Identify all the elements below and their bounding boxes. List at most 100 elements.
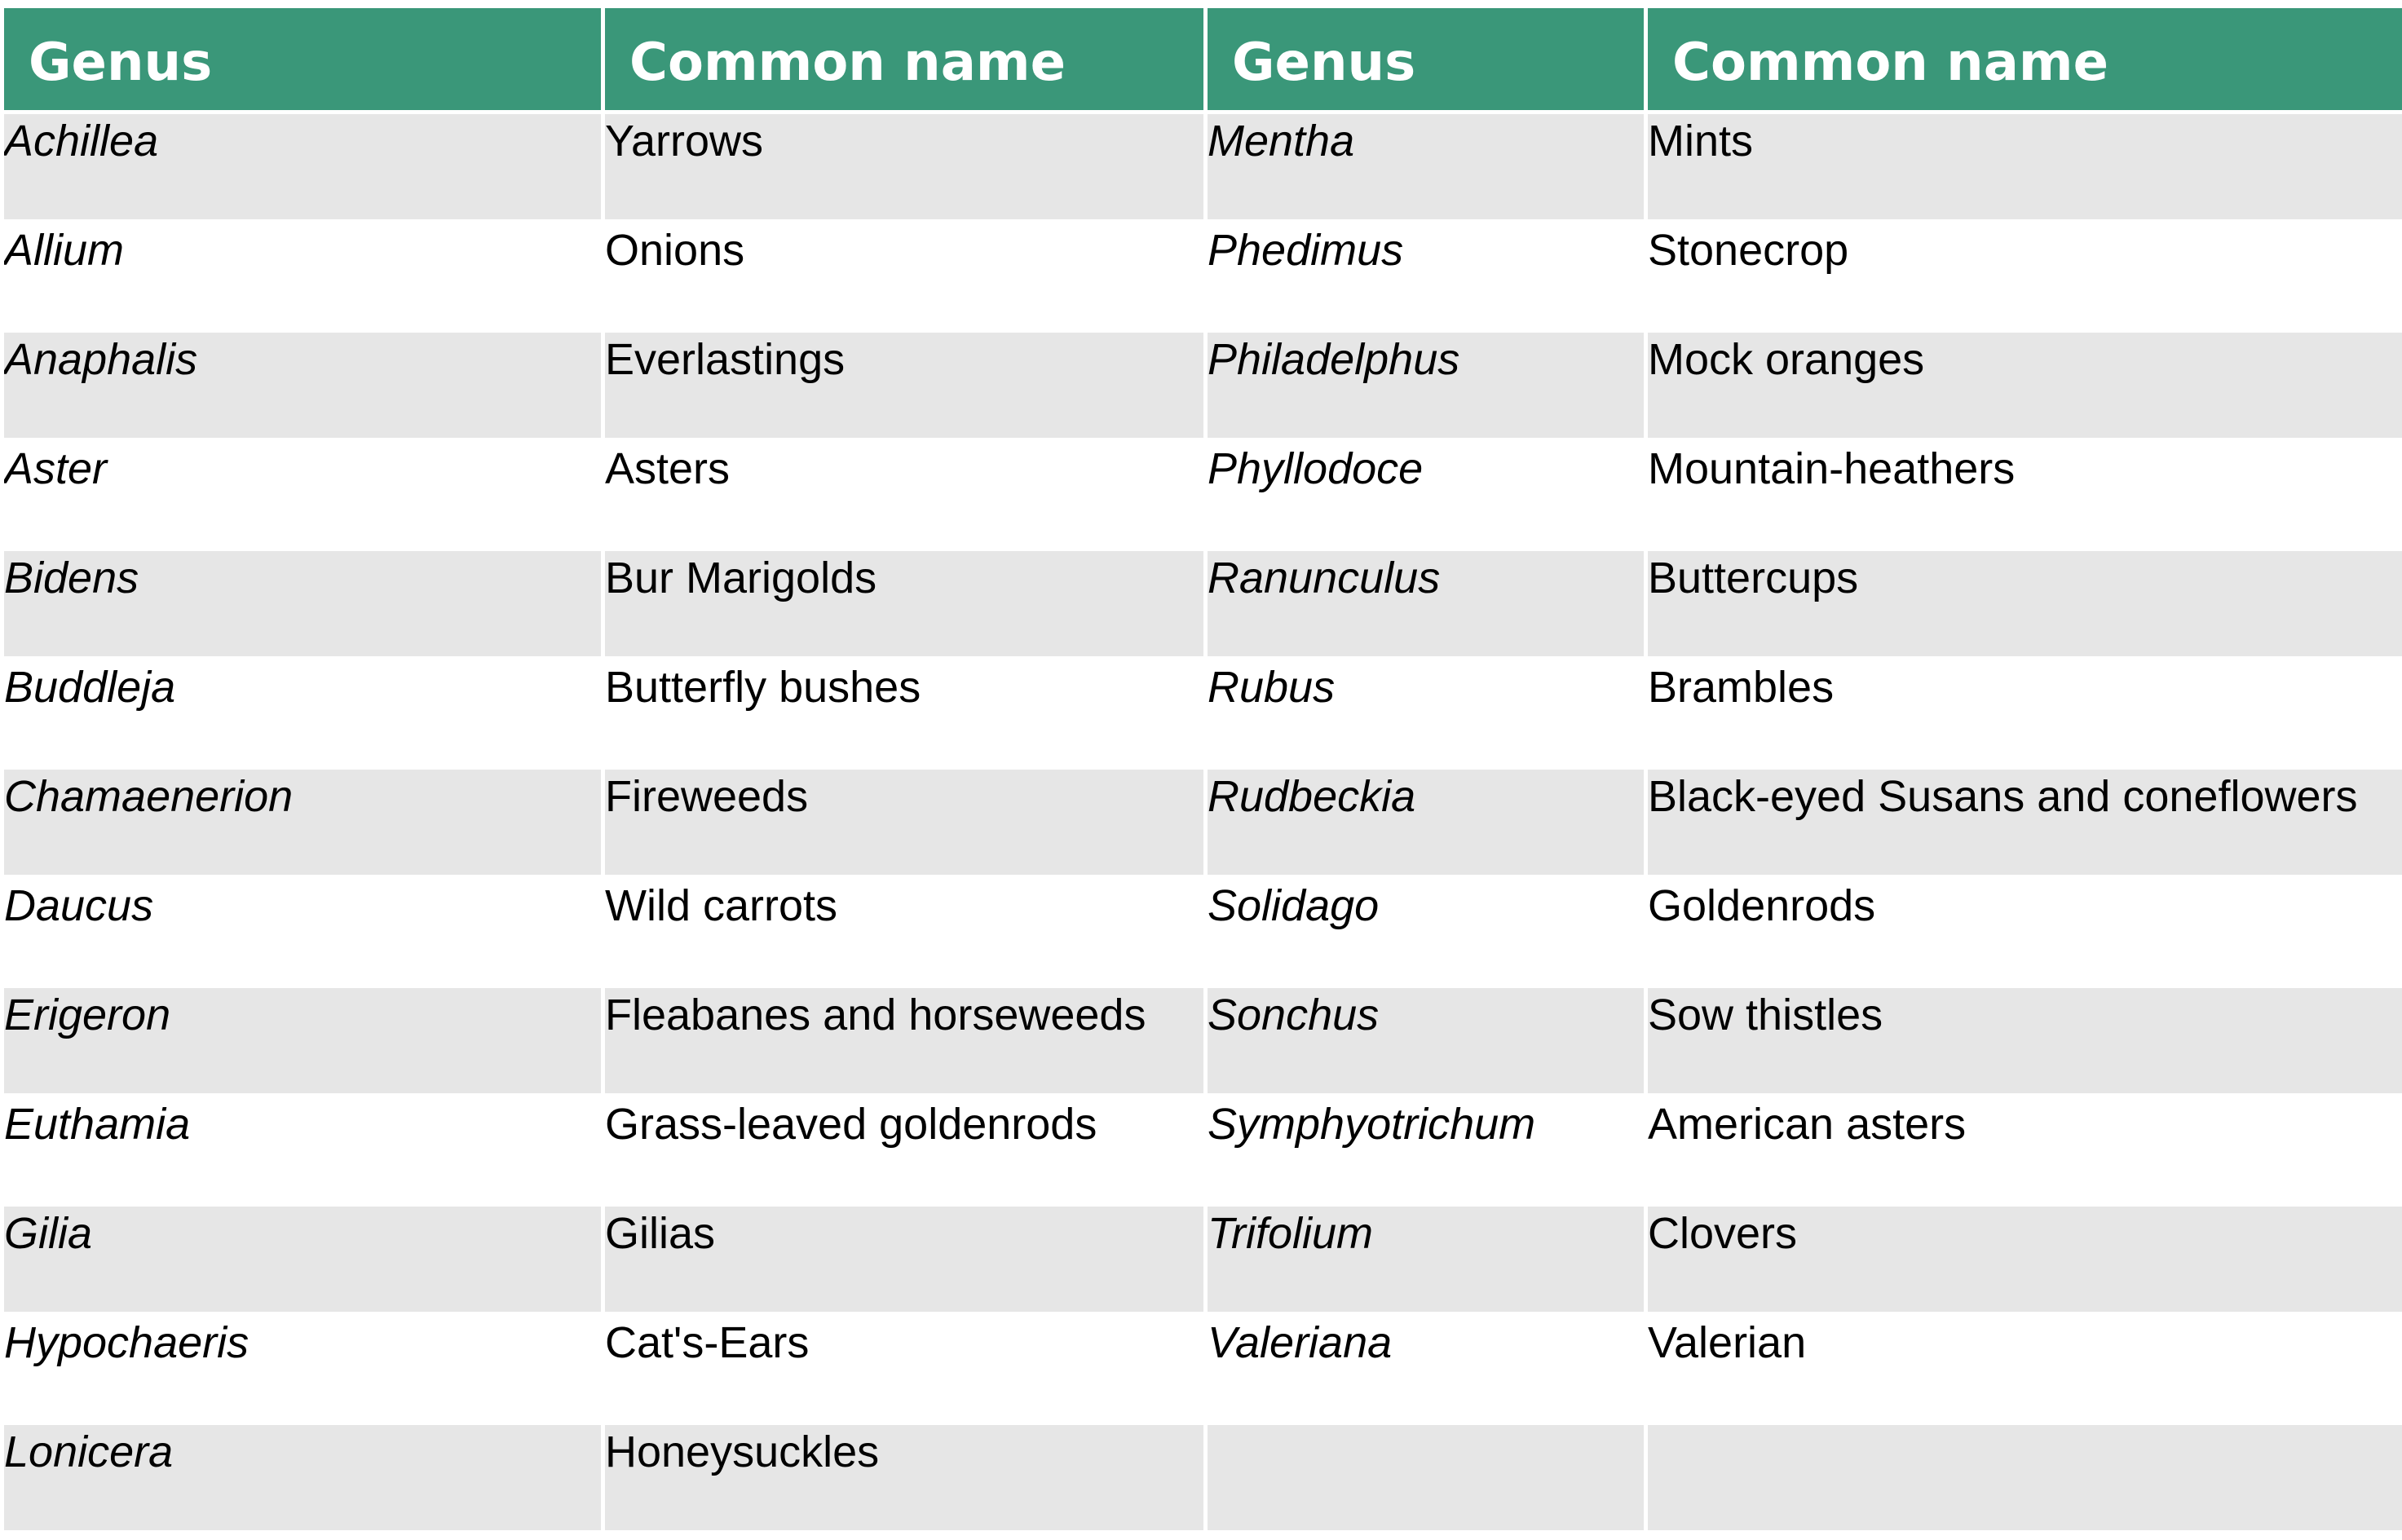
table-cell: Allium xyxy=(0,223,601,333)
common-name-cell: Clovers xyxy=(1648,1209,1798,1258)
table-cell: Wild carrots xyxy=(601,879,1203,988)
table-cell: Brambles xyxy=(1644,660,2402,770)
table-cell: Sow thistles xyxy=(1644,988,2402,1097)
table-cell: Onions xyxy=(601,223,1203,333)
table-cell: Buttercups xyxy=(1644,551,2402,660)
table-cell: Grass-leaved goldenrods xyxy=(601,1097,1203,1207)
common-name-cell: Bur Marigolds xyxy=(605,554,877,602)
header-label: Common name xyxy=(629,33,1066,93)
table-cell: Rudbeckia xyxy=(1203,770,1644,879)
genus-cell: Rubus xyxy=(1208,663,1336,712)
table-cell: Butterfly bushes xyxy=(601,660,1203,770)
genus-cell: Chamaenerion xyxy=(4,772,294,821)
common-name-cell: Black-eyed Susans and coneflowers xyxy=(1648,772,2358,821)
common-name-cell: Grass-leaved goldenrods xyxy=(605,1100,1097,1149)
table-cell: Black-eyed Susans and coneflowers xyxy=(1644,770,2402,879)
genus-cell: Daucus xyxy=(4,881,154,930)
genus-cell: Anaphalis xyxy=(4,335,198,384)
common-name-cell: American asters xyxy=(1648,1100,1967,1149)
table-cell: Achillea xyxy=(0,114,601,223)
table-cell: Mentha xyxy=(1203,114,1644,223)
genus-cell: Solidago xyxy=(1208,881,1380,930)
header-label: Genus xyxy=(1232,33,1416,93)
genus-cell: Phyllodoce xyxy=(1208,444,1424,493)
common-name-cell: Yarrows xyxy=(605,117,764,165)
genus-cell: Rudbeckia xyxy=(1208,772,1416,821)
table-cell: Phyllodoce xyxy=(1203,442,1644,551)
common-name-cell: Gilias xyxy=(605,1209,716,1258)
table-cell: Anaphalis xyxy=(0,333,601,442)
table-cell: Euthamia xyxy=(0,1097,601,1207)
table-cell: Erigeron xyxy=(0,988,601,1097)
genus-cell: Gilia xyxy=(4,1209,93,1258)
genus-cell: Achillea xyxy=(4,117,159,165)
table-cell: Phedimus xyxy=(1203,223,1644,333)
common-name-cell: Fireweeds xyxy=(605,772,809,821)
common-name-cell: Stonecrop xyxy=(1648,226,1849,275)
table-cell: Stonecrop xyxy=(1644,223,2402,333)
common-name-cell: Sow thistles xyxy=(1648,991,1883,1039)
table-cell: Philadelphus xyxy=(1203,333,1644,442)
table-cell: Everlastings xyxy=(601,333,1203,442)
table-cell: Mints xyxy=(1644,114,2402,223)
genus-cell: Aster xyxy=(4,444,108,493)
table-cell: Gilias xyxy=(601,1207,1203,1316)
genus-cell: Bidens xyxy=(4,554,139,602)
genus-cell: Philadelphus xyxy=(1208,335,1460,384)
table-cell: Gilia xyxy=(0,1207,601,1316)
common-name-cell: Mints xyxy=(1648,117,1754,165)
table-cell: Honeysuckles xyxy=(601,1425,1203,1534)
table-cell: Trifolium xyxy=(1203,1207,1644,1316)
table-cell: Bidens xyxy=(0,551,601,660)
common-name-cell: Fleabanes and horseweeds xyxy=(605,991,1146,1039)
table-cell: Valeriana xyxy=(1203,1316,1644,1425)
genus-cell: Euthamia xyxy=(4,1100,191,1149)
common-name-cell: Asters xyxy=(605,444,731,493)
table-cell: Fireweeds xyxy=(601,770,1203,879)
table-cell: Yarrows xyxy=(601,114,1203,223)
common-name-cell: Buttercups xyxy=(1648,554,1859,602)
genus-cell: Trifolium xyxy=(1208,1209,1374,1258)
genus-cell: Hypochaeris xyxy=(4,1318,249,1367)
genus-cell: Erigeron xyxy=(4,991,171,1039)
table-cell: Lonicera xyxy=(0,1425,601,1534)
genus-cell: Phedimus xyxy=(1208,226,1404,275)
table-cell: Ranunculus xyxy=(1203,551,1644,660)
table-cell: Fleabanes and horseweeds xyxy=(601,988,1203,1097)
table-cell: Mountain-heathers xyxy=(1644,442,2402,551)
genus-header-right: Genus xyxy=(1203,0,1644,114)
table-cell: Solidago xyxy=(1203,879,1644,988)
genus-cell: Ranunculus xyxy=(1208,554,1441,602)
common-name-cell: Brambles xyxy=(1648,663,1835,712)
common-name-cell: Mock oranges xyxy=(1648,335,1925,384)
table-cell: Asters xyxy=(601,442,1203,551)
common-name-cell: Goldenrods xyxy=(1648,881,1876,930)
common-name-cell: Cat's-Ears xyxy=(605,1318,810,1367)
genus-cell: Symphyotrichum xyxy=(1208,1100,1536,1149)
table-cell: Mock oranges xyxy=(1644,333,2402,442)
table-cell: Daucus xyxy=(0,879,601,988)
table-cell: American asters xyxy=(1644,1097,2402,1207)
genus-cell: Lonicera xyxy=(4,1427,174,1476)
common-name-cell: Mountain-heathers xyxy=(1648,444,2016,493)
common-name-cell: Butterfly bushes xyxy=(605,663,921,712)
genus-header-left: Genus xyxy=(0,0,601,114)
table-cell: Cat's-Ears xyxy=(601,1316,1203,1425)
common-name-cell: Onions xyxy=(605,226,745,275)
genus-cell: Mentha xyxy=(1208,117,1355,165)
table-cell: Rubus xyxy=(1203,660,1644,770)
common-name-header-left: Common name xyxy=(601,0,1203,114)
genus-cell: Allium xyxy=(4,226,125,275)
table-cell: Chamaenerion xyxy=(0,770,601,879)
genus-cell: Valeriana xyxy=(1208,1318,1393,1367)
common-name-cell: Valerian xyxy=(1648,1318,1807,1367)
header-label: Genus xyxy=(29,33,213,93)
table-cell: Buddleja xyxy=(0,660,601,770)
common-name-cell: Wild carrots xyxy=(605,881,838,930)
table-cell: Hypochaeris xyxy=(0,1316,601,1425)
table-cell: Clovers xyxy=(1644,1207,2402,1316)
table-cell xyxy=(1203,1425,1644,1534)
table-cell: Goldenrods xyxy=(1644,879,2402,988)
table-cell: Bur Marigolds xyxy=(601,551,1203,660)
